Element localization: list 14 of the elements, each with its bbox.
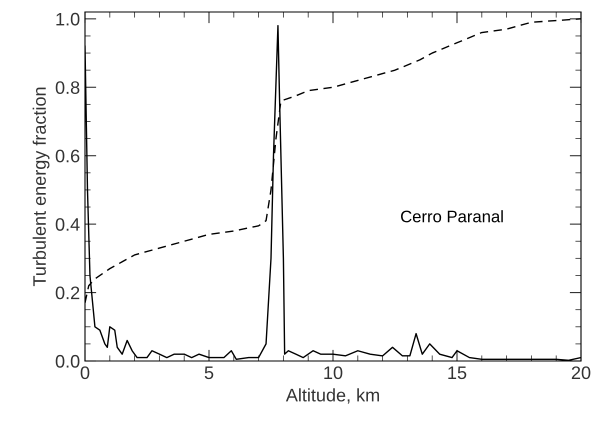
y-tick-label: 0.8 (56, 81, 80, 94)
y-tick-label: 1.0 (56, 12, 80, 26)
annotation: Cerro Paranal (401, 210, 503, 222)
y-tick-label: 0.0 (56, 354, 80, 368)
x-axis-title: Altitude, km (286, 388, 379, 404)
x-tick-label: 0 (80, 366, 90, 380)
y-tick-label: 0.6 (56, 150, 80, 162)
x-tick-label: 10 (324, 366, 342, 380)
x-tick-label: 15 (448, 366, 466, 380)
y-tick-label: 0.2 (56, 286, 80, 300)
x-tick-label: 5 (204, 366, 214, 380)
y-tick-label: 0.4 (56, 218, 80, 231)
x-tick-label: 20 (572, 366, 590, 380)
y-axis-title: Turbulent energy fraction (32, 88, 50, 286)
